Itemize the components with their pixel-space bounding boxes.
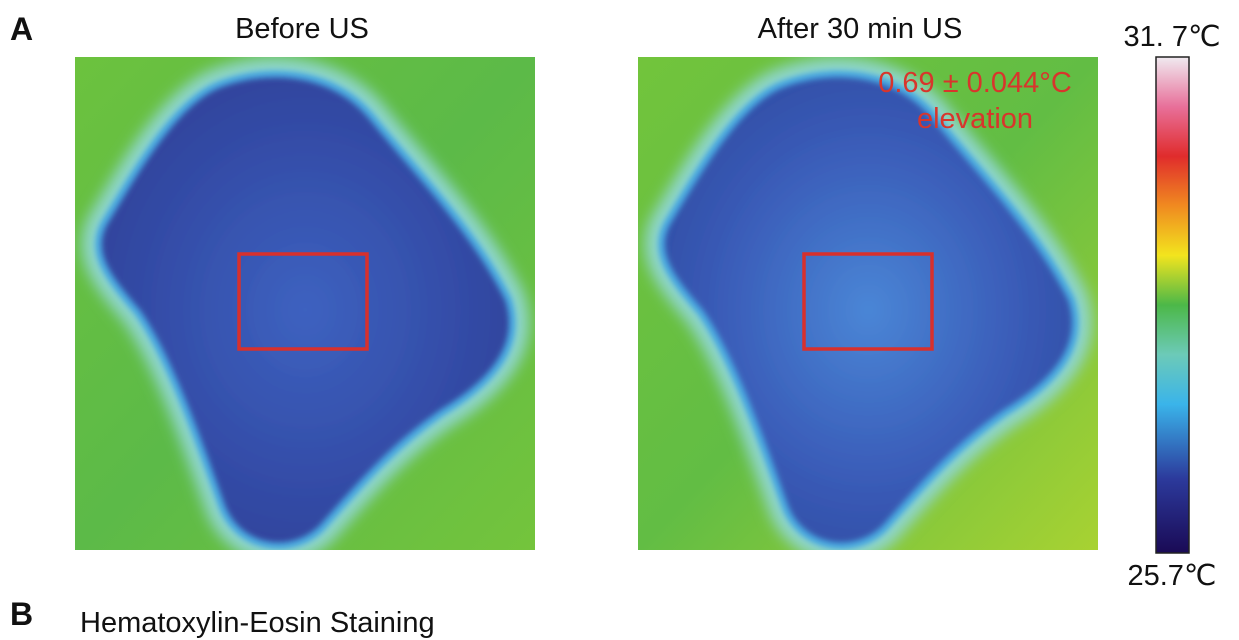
colorbar	[1156, 57, 1189, 553]
annotation: 0.69 ± 0.044°C	[878, 67, 1072, 99]
image-title: After 30 min US	[758, 13, 963, 45]
panel-label: A	[10, 11, 33, 47]
section-title: Hematoxylin-Eosin Staining	[80, 607, 435, 639]
image-title: Before US	[235, 13, 369, 45]
panel-label: B	[10, 596, 33, 632]
annotation: elevation	[917, 103, 1033, 135]
colorbar-max: 31. 7℃	[1123, 21, 1220, 53]
colorbar-min: 25.7℃	[1127, 560, 1216, 592]
thermal-image	[75, 57, 535, 550]
figure: A Before US After 30 min US 0.69 ± 0.044…	[0, 0, 1239, 640]
